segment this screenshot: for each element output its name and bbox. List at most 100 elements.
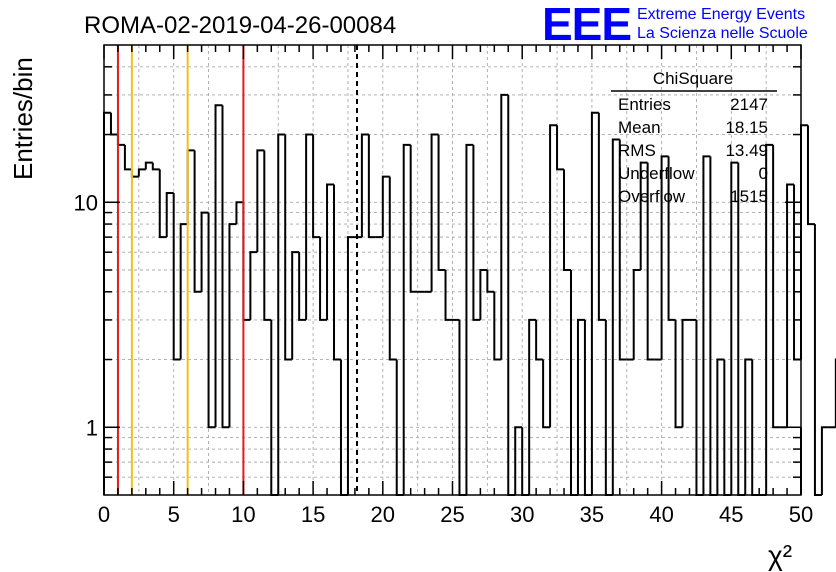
histogram-bin: [500, 93, 509, 360]
histogram-bin: [130, 169, 139, 178]
histogram-bin: [158, 169, 167, 239]
histogram-bin: [597, 112, 606, 321]
y-tick-label: 10: [74, 190, 98, 215]
x-tick-label: 40: [649, 502, 673, 527]
logo-line-2: La Scienza nelle Scuole: [637, 25, 808, 42]
histogram-bin: [165, 191, 174, 238]
y-axis-label: Entries/bin: [8, 57, 38, 180]
stats-title: ChiSquare: [653, 69, 733, 88]
histogram-bin: [576, 318, 585, 495]
histogram-bin: [800, 124, 808, 360]
histogram-bin: [716, 358, 725, 495]
histogram-bin: [765, 143, 774, 495]
histogram-bin: [277, 133, 286, 495]
x-tick-label: 30: [510, 502, 534, 527]
histogram-bin: [639, 161, 648, 270]
stats-label: Overflow: [618, 187, 686, 206]
histogram-bin: [590, 111, 599, 495]
histogram-bin: [367, 134, 376, 239]
histogram-bin: [284, 134, 293, 361]
axis-ticks: [103, 45, 802, 495]
histogram-bin: [695, 319, 704, 496]
histogram-bin: [312, 134, 321, 239]
histogram-bin: [298, 252, 307, 321]
stats-value: 18.15: [725, 118, 768, 137]
histogram-bin: [486, 270, 495, 293]
histogram-bin: [730, 161, 739, 495]
histogram-bin: [305, 133, 314, 320]
histogram-bin: [528, 318, 537, 495]
histogram-bin: [744, 358, 753, 495]
histogram-bin: [437, 134, 446, 271]
histogram-bin: [256, 149, 265, 253]
stats-label: RMS: [618, 141, 656, 160]
histogram-bin: [172, 192, 181, 361]
histogram-bin: [458, 319, 467, 496]
histogram-bin: [709, 156, 718, 496]
stats-box: ChiSquare Entries 2147 Mean 18.15 RMS 13.49 Un…: [611, 69, 777, 206]
histogram-bin: [179, 223, 188, 360]
histogram-bin: [820, 426, 829, 495]
histogram-bin: [123, 144, 132, 171]
histogram-bin: [388, 176, 397, 361]
histogram-bin: [472, 144, 481, 321]
histogram-bin: [674, 319, 683, 429]
histogram-bin: [493, 291, 502, 361]
x-tick-label: 15: [301, 502, 325, 527]
histogram-bin: [806, 125, 815, 226]
histogram-bin: [681, 318, 690, 428]
x-tick-label: 20: [371, 502, 395, 527]
histogram-bin: [772, 144, 781, 429]
stats-label: Entries: [618, 95, 671, 114]
histogram-bin: [235, 201, 244, 225]
histogram-bin: [465, 143, 474, 495]
histogram-bin: [563, 169, 571, 271]
run-title: ROMA-02-2019-04-26-00084: [84, 12, 396, 39]
histogram-bin: [786, 183, 795, 428]
histogram-bin: [549, 124, 558, 428]
stats-value: 2147: [730, 95, 768, 114]
histogram-bin: [535, 319, 544, 361]
histogram-bin: [263, 150, 272, 321]
x-axis-label: χ²: [768, 540, 792, 571]
histogram-bin: [137, 168, 146, 177]
histogram-bin: [326, 183, 335, 320]
stats-value: 0: [759, 164, 768, 183]
histogram-bin: [193, 150, 202, 293]
histogram-bin: [242, 202, 251, 321]
histogram-bin: [556, 125, 565, 171]
histogram-bin: [333, 184, 341, 361]
histogram-bin: [109, 112, 118, 136]
histogram-bin: [646, 162, 655, 361]
histogram-bin: [228, 223, 237, 428]
histogram-bin: [207, 212, 216, 429]
histogram-bin: [793, 184, 801, 361]
histogram-bin: [319, 237, 328, 321]
histogram-bin: [430, 133, 439, 292]
histogram-bin: [402, 143, 411, 495]
x-tick-label: 50: [789, 502, 813, 527]
histogram-bin: [144, 161, 153, 170]
histogram-bin: [569, 270, 578, 496]
histogram-bin: [360, 133, 369, 238]
stats-rows: Entries 2147 Mean 18.15 RMS 13.49 Underflow 0 Ov…: [618, 95, 768, 206]
histogram-bin: [618, 139, 627, 361]
x-tick-label: 45: [719, 502, 743, 527]
x-tick-label: 0: [98, 502, 110, 527]
histogram-bin: [583, 319, 592, 496]
histogram-bin: [291, 251, 300, 360]
histogram-bin: [381, 175, 390, 238]
histogram-bin: [221, 105, 230, 429]
histogram-bin: [479, 269, 488, 320]
x-tick-label: 10: [231, 502, 255, 527]
histogram-bin: [116, 134, 125, 146]
x-tick-label: 35: [580, 502, 604, 527]
axis-tick-labels: 0 5 10 15 20 25 30 35 40 45 50 1 10: [74, 190, 814, 527]
y-tick-label: 1: [86, 415, 98, 440]
histogram-bin: [507, 94, 516, 496]
histogram-bin: [660, 155, 669, 360]
histogram-bin: [604, 319, 613, 496]
histogram-bin: [186, 149, 195, 225]
stats-value: 13.49: [725, 141, 768, 160]
